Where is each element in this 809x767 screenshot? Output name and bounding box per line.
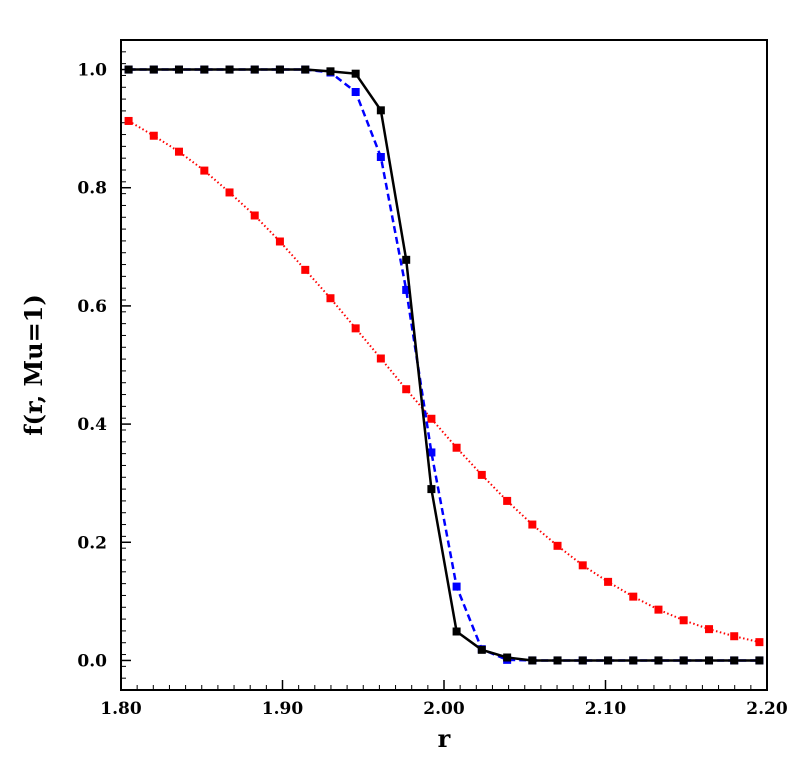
data-point: [755, 656, 764, 665]
data-point: [578, 561, 587, 570]
plot-frame: [120, 39, 768, 691]
data-point: [326, 294, 335, 303]
data-point: [326, 67, 335, 76]
data-point: [376, 153, 385, 161]
data-point: [427, 448, 436, 457]
data-point: [250, 65, 259, 74]
data-point: [528, 656, 537, 665]
series-2: [124, 65, 764, 665]
data-point: [275, 65, 284, 74]
data-point: [629, 592, 638, 601]
data-point: [225, 188, 234, 197]
data-point: [427, 414, 436, 423]
data-point: [149, 65, 158, 74]
data-point: [452, 627, 461, 636]
data-point: [124, 65, 133, 74]
data-point: [402, 285, 411, 294]
data-point: [225, 65, 234, 74]
data-point: [730, 632, 739, 641]
data-point: [553, 541, 562, 550]
data-point: [402, 255, 411, 264]
data-point: [452, 582, 461, 591]
data-point: [503, 653, 512, 662]
data-point: [503, 496, 512, 505]
y-axis-title: f(r, Mu=1): [19, 294, 48, 435]
series-3: [124, 65, 764, 665]
data-point: [477, 645, 486, 654]
data-point: [351, 88, 360, 96]
data-point: [250, 211, 259, 220]
data-point: [275, 237, 284, 246]
x-axis-title: r: [438, 724, 451, 753]
series-line: [128, 68, 760, 662]
x-tick-label: 2.00: [423, 699, 465, 719]
data-point: [124, 116, 133, 125]
y-tick-label: 0.8: [77, 179, 107, 199]
data-point: [654, 605, 663, 614]
data-point: [604, 577, 613, 586]
x-tick-label: 2.20: [746, 699, 788, 719]
data-point: [705, 656, 714, 665]
series-1: [124, 116, 764, 647]
data-point: [553, 656, 562, 665]
y-tick-label: 0.0: [77, 651, 107, 671]
data-point: [477, 470, 486, 479]
data-point: [755, 638, 764, 647]
series-line: [128, 68, 760, 662]
y-tick-label: 0.6: [77, 297, 107, 317]
data-point: [427, 485, 436, 494]
data-point: [604, 656, 613, 665]
data-point: [629, 656, 638, 665]
data-point: [351, 324, 360, 333]
data-point: [452, 443, 461, 452]
y-tick-label: 0.4: [77, 415, 107, 435]
data-point: [200, 166, 209, 175]
data-point: [200, 65, 209, 74]
x-tick-label: 1.80: [100, 699, 142, 719]
data-point: [679, 616, 688, 625]
data-point: [376, 106, 385, 115]
y-tick-label: 0.2: [77, 533, 107, 553]
series-layer: [124, 65, 764, 665]
x-tick-label: 1.90: [262, 699, 304, 719]
data-point: [174, 147, 183, 156]
data-point: [376, 354, 385, 363]
y-tick-label: 1.0: [77, 61, 107, 81]
data-point: [351, 69, 360, 78]
minor-ticks: [120, 39, 768, 691]
data-point: [301, 65, 310, 74]
data-point: [578, 656, 587, 665]
data-point: [402, 385, 411, 394]
x-tick-label: 2.10: [585, 699, 627, 719]
major-ticks: [120, 68, 768, 690]
data-point: [301, 265, 310, 274]
data-point: [654, 656, 663, 665]
data-point: [528, 520, 537, 529]
data-point: [174, 65, 183, 74]
data-point: [730, 656, 739, 665]
data-point: [705, 625, 714, 634]
data-point: [679, 656, 688, 665]
data-point: [149, 131, 158, 140]
tick-labels: 1.80 1.90 2.00 2.10 2.20 0.0 0.2 0.4 0.6 0.8 1.0: [77, 61, 787, 719]
